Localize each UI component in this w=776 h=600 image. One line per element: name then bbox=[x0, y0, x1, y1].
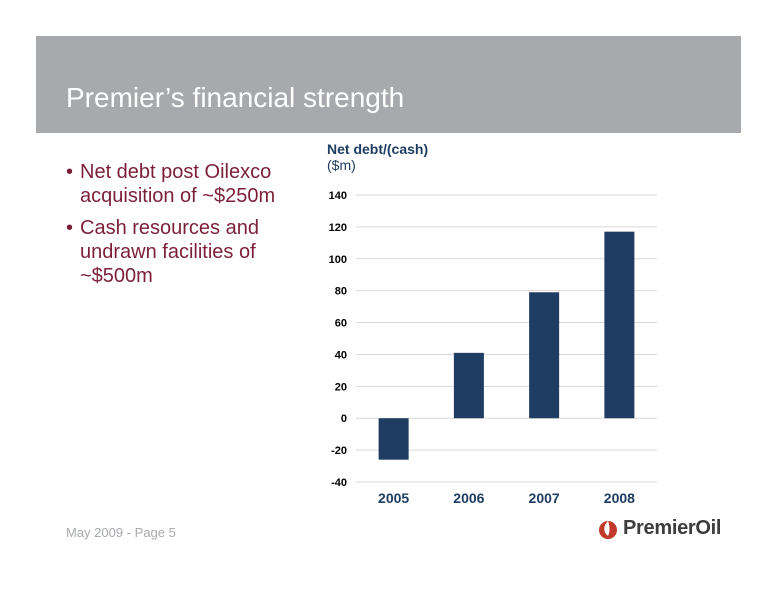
bullet-line: Net debt post Oilexco bbox=[80, 161, 272, 183]
logo-drop-icon bbox=[599, 520, 617, 539]
bullet-line: undrawn facilities of bbox=[80, 241, 256, 263]
bar-2005 bbox=[378, 418, 409, 460]
slide-title: Premier’s financial strength bbox=[66, 82, 405, 113]
bullet-item: • Cash resources and undrawn facilities … bbox=[66, 216, 306, 288]
y-tick-label: 120 bbox=[329, 222, 347, 234]
bullet-line: ~$500m bbox=[80, 265, 153, 287]
chart-unit: ($m) bbox=[327, 157, 356, 173]
title-bar: Premier’s financial strength bbox=[36, 36, 741, 133]
x-tick-label: 2005 bbox=[378, 490, 409, 506]
y-tick-label: 100 bbox=[329, 254, 347, 266]
footer-page-label: May 2009 - Page 5 bbox=[66, 525, 176, 540]
x-tick-label: 2008 bbox=[604, 490, 635, 506]
premier-oil-logo: PremierOil bbox=[598, 517, 721, 540]
chart-title: Net debt/(cash) bbox=[327, 141, 429, 157]
bar-2006 bbox=[453, 352, 484, 419]
y-tick-label: 40 bbox=[335, 349, 347, 361]
bar-2008 bbox=[604, 231, 635, 419]
logo-text: PremierOil bbox=[623, 517, 722, 539]
bullet-list: • Net debt post Oilexco acquisition of ~… bbox=[66, 160, 306, 296]
y-tick-label: 140 bbox=[329, 190, 347, 202]
bullet-item: • Net debt post Oilexco acquisition of ~… bbox=[66, 160, 306, 208]
y-tick-label: 0 bbox=[341, 413, 347, 425]
y-tick-label: 80 bbox=[335, 286, 347, 298]
y-tick-label: -20 bbox=[331, 445, 347, 457]
bullet-dot-icon: • bbox=[66, 217, 74, 239]
bullet-line: Cash resources and bbox=[80, 217, 259, 239]
bullet-line: acquisition of ~$250m bbox=[80, 185, 276, 207]
y-tick-label: 60 bbox=[335, 318, 347, 330]
x-tick-label: 2006 bbox=[453, 490, 484, 506]
y-tick-label: -40 bbox=[331, 477, 347, 489]
bullet-dot-icon: • bbox=[66, 161, 74, 183]
bar-2007 bbox=[529, 292, 560, 419]
x-tick-label: 2007 bbox=[529, 490, 560, 506]
y-tick-label: 20 bbox=[335, 381, 347, 393]
